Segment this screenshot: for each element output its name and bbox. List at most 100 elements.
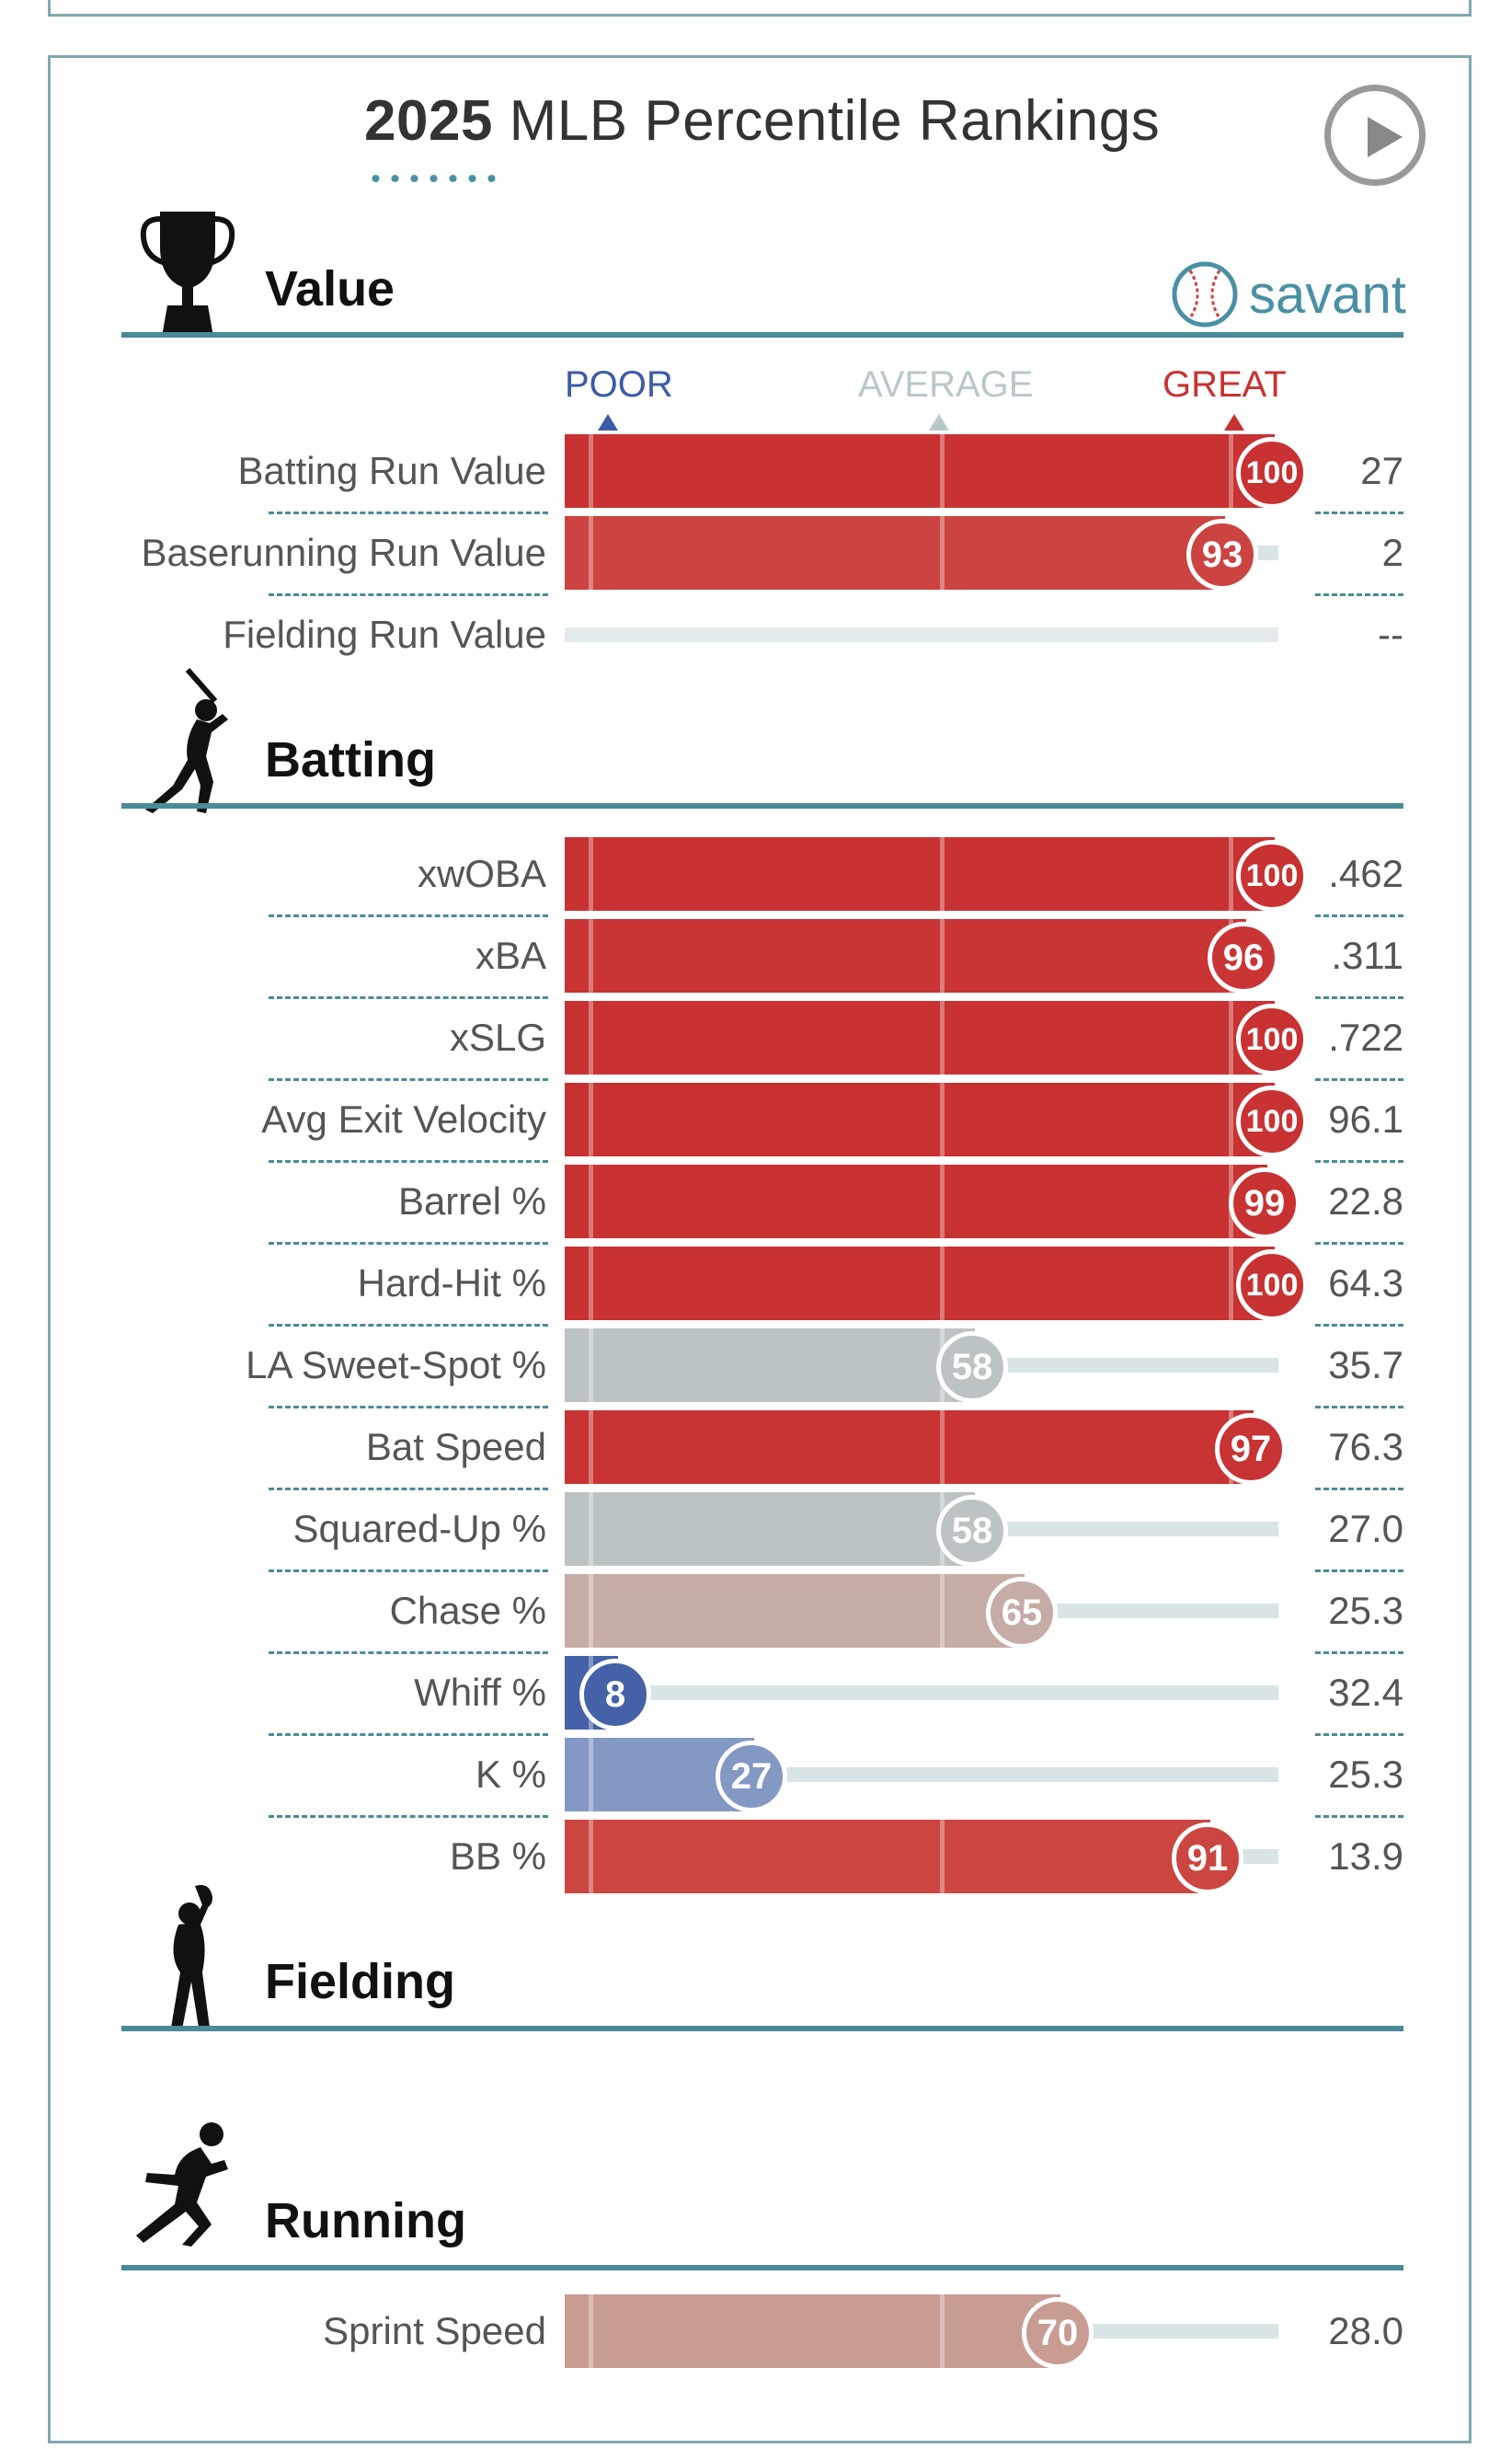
row-separator: [1315, 1815, 1403, 1818]
metric-row-k[interactable]: K % 27 25.3: [0, 1738, 1512, 1812]
row-separator: [269, 1406, 548, 1408]
gridline-average: [940, 1001, 945, 1075]
percentile-bar: [565, 1165, 1267, 1238]
metric-value: 35.7: [1328, 1343, 1403, 1386]
metric-value: 2: [1381, 531, 1403, 574]
percentile-badge: 70: [1022, 2297, 1094, 2369]
row-separator: [269, 996, 548, 999]
play-icon[interactable]: [1324, 85, 1426, 186]
percentile-badge: 100: [1236, 840, 1308, 912]
gridline-average: [940, 1410, 945, 1484]
metric-row-xba[interactable]: xBA 96 .311: [0, 919, 1512, 994]
gridline-poor: [589, 1738, 593, 1811]
metric-row-chase[interactable]: Chase % 65 25.3: [0, 1574, 1512, 1649]
percentile-bar: [565, 434, 1275, 508]
metric-value: 25.3: [1328, 1753, 1403, 1796]
row-separator: [1315, 1651, 1403, 1654]
metric-row-bat-speed[interactable]: Bat Speed 97 76.3: [0, 1410, 1512, 1485]
metric-row-fielding-run-value[interactable]: Fielding Run Value --: [0, 598, 1512, 672]
year-selector-dots[interactable]: [366, 175, 504, 182]
metric-value: .311: [1331, 934, 1403, 977]
metric-label: Sprint Speed: [323, 2309, 546, 2352]
percentile-bar: [565, 1492, 975, 1566]
section-divider-fielding: [121, 2026, 1403, 2031]
metric-row-squared-up[interactable]: Squared-Up % 58 27.0: [0, 1492, 1512, 1567]
scale-label-poor: POOR: [565, 364, 673, 405]
metric-row-barrel[interactable]: Barrel % 99 22.8: [0, 1165, 1512, 1239]
gridline-average: [940, 1083, 945, 1156]
metric-label: K %: [475, 1753, 546, 1796]
metric-row-xwoba[interactable]: xwOBA 100 .462: [0, 837, 1512, 912]
gridline-poor: [589, 1410, 593, 1484]
great-arrow-icon: [1224, 414, 1244, 431]
row-separator: [269, 512, 548, 514]
metric-row-batting-run-value[interactable]: Batting Run Value 100 27: [0, 434, 1512, 509]
section-title-value: Value: [265, 261, 395, 316]
title-text: MLB Percentile Rankings: [492, 89, 1161, 153]
page-title: 2025 MLB Percentile Rankings: [364, 88, 1160, 154]
percentile-badge: 100: [1236, 1004, 1308, 1075]
gridline-average: [940, 1574, 945, 1648]
scale-label-average: AVERAGE: [858, 364, 1034, 405]
gridline-poor: [589, 919, 593, 993]
metric-value: 64.3: [1328, 1261, 1403, 1305]
metric-value: 22.8: [1328, 1179, 1403, 1223]
metric-label: Baserunning Run Value: [141, 531, 546, 574]
gridline-poor: [589, 1165, 593, 1238]
metric-value: 25.3: [1328, 1589, 1403, 1632]
batter-icon: [145, 668, 228, 813]
gridline-poor: [589, 1574, 593, 1648]
metric-label: LA Sweet-Spot %: [246, 1343, 546, 1386]
savant-logo[interactable]: savant: [1170, 258, 1406, 331]
metric-value: --: [1378, 613, 1403, 656]
row-separator: [269, 914, 548, 917]
percentile-badge: 93: [1186, 519, 1258, 591]
percentile-bar: [565, 2294, 1060, 2368]
runner-icon: [136, 2122, 228, 2247]
metric-label: xSLG: [449, 1016, 546, 1059]
percentile-badge: 91: [1172, 1822, 1243, 1894]
percentile-bar: [565, 837, 1275, 911]
previous-card-edge: [48, 0, 1472, 17]
gridline-poor: [589, 1328, 593, 1402]
metric-row-sprint-speed[interactable]: Sprint Speed 70 28.0: [0, 2294, 1512, 2369]
metric-label: BB %: [449, 1834, 546, 1878]
percentile-bar: [565, 516, 1225, 590]
percentile-badge: 96: [1208, 922, 1279, 994]
gridline-poor: [589, 1492, 593, 1566]
metric-row-baserunning-run-value[interactable]: Baserunning Run Value 93 2: [0, 516, 1512, 591]
metric-row-whiff[interactable]: Whiff % 8 32.4: [0, 1656, 1512, 1730]
metric-label: xwOBA: [417, 852, 546, 895]
metric-label: Squared-Up %: [292, 1507, 546, 1550]
metric-row-avg-exit-velocity[interactable]: Avg Exit Velocity 100 96.1: [0, 1083, 1512, 1157]
metric-value: 27: [1360, 449, 1403, 492]
percentile-bar: [565, 1574, 1025, 1648]
scale-label-great: GREAT: [1163, 364, 1287, 405]
metric-row-bb[interactable]: BB % 91 13.9: [0, 1820, 1512, 1894]
percentile-badge: 58: [936, 1331, 1008, 1403]
percentile-badge: 97: [1215, 1413, 1287, 1485]
metric-row-hard-hit[interactable]: Hard-Hit % 100 64.3: [0, 1247, 1512, 1321]
percentile-badge: 100: [1236, 1249, 1308, 1321]
row-separator: [1315, 512, 1403, 514]
row-separator: [269, 593, 548, 596]
row-separator: [1315, 914, 1403, 917]
gridline-great: [1229, 1083, 1233, 1156]
gridline-poor: [589, 516, 593, 590]
metric-label: Hard-Hit %: [357, 1261, 546, 1305]
metric-label: Batting Run Value: [237, 449, 546, 492]
gridline-average: [940, 1820, 945, 1893]
average-arrow-icon: [929, 414, 949, 431]
gridline-average: [940, 919, 945, 993]
percentile-bar: [565, 1820, 1210, 1893]
fielder-icon: [171, 1885, 212, 2029]
percentile-track: [565, 1685, 1278, 1700]
percentile-bar: [565, 919, 1246, 993]
percentile-badge: 99: [1229, 1167, 1300, 1239]
percentile-badge: 65: [986, 1577, 1058, 1649]
metric-row-xslg[interactable]: xSLG 100 .722: [0, 1001, 1512, 1075]
gridline-poor: [589, 1820, 593, 1893]
metric-row-la-sweet-spot[interactable]: LA Sweet-Spot % 58 35.7: [0, 1328, 1512, 1403]
metric-label: xBA: [475, 934, 546, 977]
gridline-average: [940, 434, 945, 508]
